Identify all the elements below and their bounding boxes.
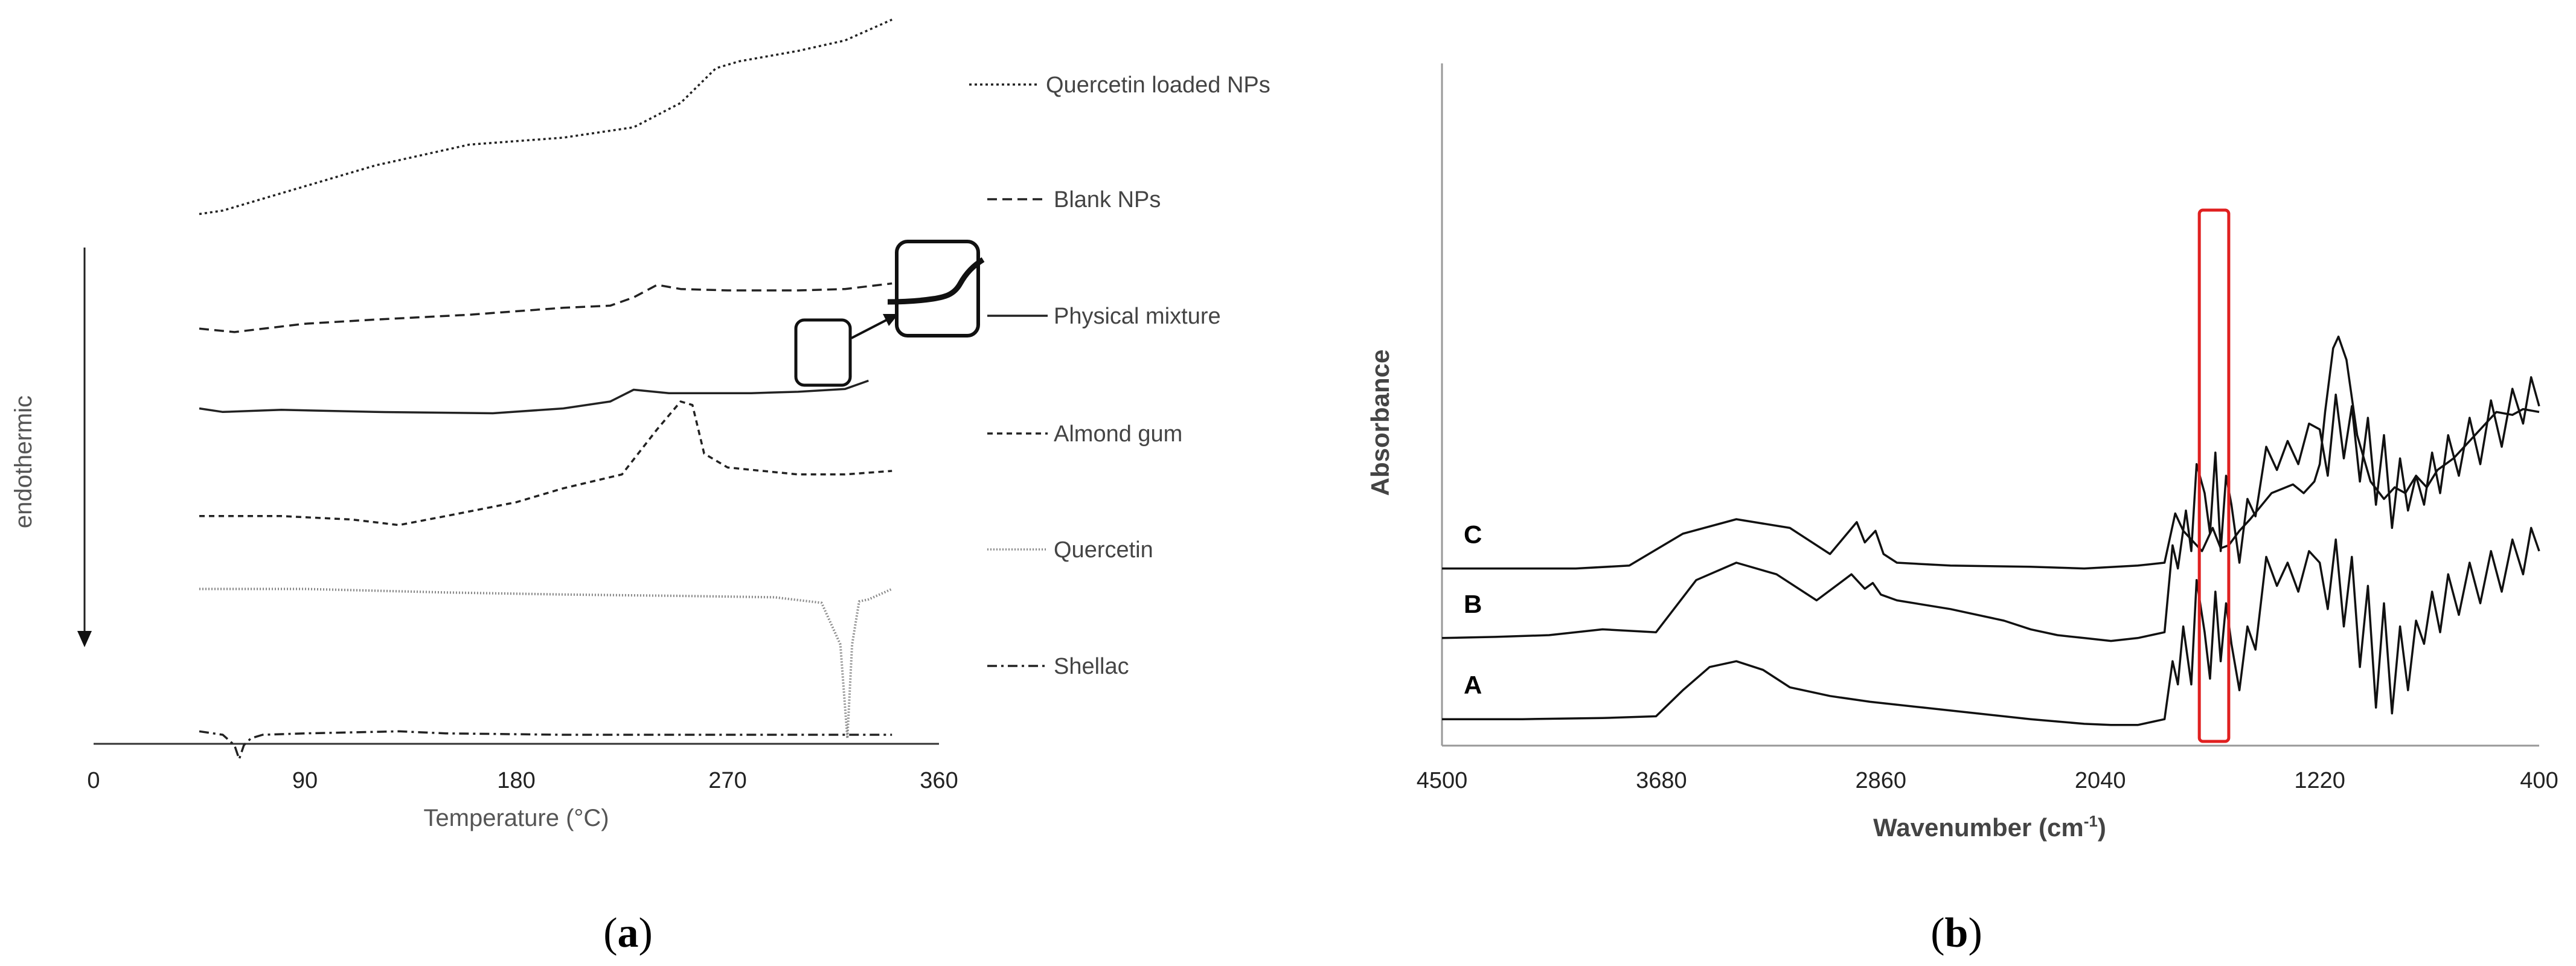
spectrum-line-a [1442,526,2540,726]
panel-b-x-tick-label: 2040 [2075,768,2126,793]
panel-b-x-tick-label: 4500 [1417,768,1468,793]
zoom-inset-curve [887,257,985,305]
panel-a-x-tick-label: 360 [920,768,958,793]
panel-b-xlabel: Wavenumber (cm-1) [1873,812,2106,842]
legend-label-almond-gum: Almond gum [1054,421,1182,447]
panel-a-dsc-chart: endothermic 0 90 180 270 360 Temperature (°C… [10,18,1270,956]
zoom-pointer-arrow [851,318,889,339]
spectrum-label-b: B [1464,590,1482,618]
legend-label-quercetin-loaded-nps: Quercetin loaded NPs [1046,72,1270,98]
panel-a-caption: (a) [603,910,653,956]
series-line-shellac [199,730,892,761]
series-line-almond-gum [199,400,892,526]
series-line-quercetin-loaded-nps [199,18,892,216]
carbonyl-region-highlight [2197,208,2231,743]
series-line-quercetin [199,587,893,740]
series-line-blank-nps [199,282,892,333]
zoom-region-box [794,318,852,387]
panel-a-x-tick-label: 180 [497,768,535,793]
legend-label-shellac: Shellac [1054,654,1129,679]
panel-b-x-tick-label: 3680 [1636,768,1687,793]
panel-b-x-tick-label: 1220 [2294,768,2345,793]
panel-b-x-tick-label: 2860 [1856,768,1907,793]
panel-a-x-tick-label: 270 [708,768,746,793]
legend-label-physical-mixture: Physical mixture [1054,304,1221,329]
panel-b-ylabel: Absorbance [1366,350,1394,496]
zoom-pointer-arrowhead [883,314,899,326]
spectrum-line-c [1442,335,2540,570]
spectrum-line-b [1441,376,2540,642]
panel-a-xlabel: Temperature (°C) [423,805,609,831]
panel-b-caption: (b) [1930,910,1982,956]
legend-label-blank-nps: Blank NPs [1054,187,1161,213]
legend-label-quercetin: Quercetin [1054,537,1153,563]
panel-a-ylabel: endothermic [10,395,37,528]
endothermic-arrow-head [77,631,92,647]
panel-a-x-tick-label: 90 [292,768,318,793]
panel-b-x-tick-label: 400 [2520,768,2558,793]
zoom-inset-box [895,240,980,337]
spectrum-label-a: A [1464,671,1482,699]
series-line-physical-mixture [199,379,869,415]
panel-a-x-tick-label: 0 [87,768,100,793]
spectrum-label-c: C [1464,520,1482,549]
panel-b-ftir-chart: Absorbance 4500 3680 2860 2040 1220 400 Waven… [1366,63,2558,956]
